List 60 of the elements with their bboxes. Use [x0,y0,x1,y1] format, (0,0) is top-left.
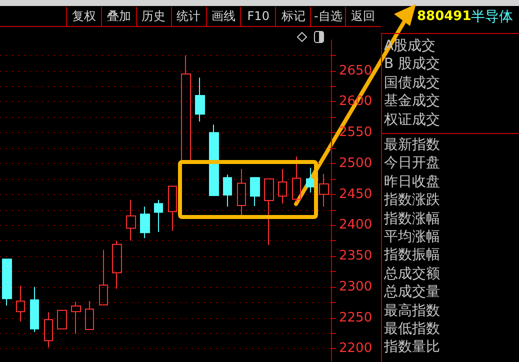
y-tick-label: 2500 [339,156,372,171]
candlestick [85,300,94,330]
text: 总成交额 [384,264,440,283]
text: 指数涨跌 [384,191,440,210]
text: 基金成交 [384,92,440,110]
candlestick [168,186,177,232]
text: 总成交量 [384,283,440,302]
candlestick [30,286,39,332]
text: 今日开盘 [384,154,440,172]
y-tick-label: 2400 [339,218,372,233]
candlestick [319,173,329,208]
text: 平均涨幅 [384,228,440,246]
text: 半导体 [471,8,513,26]
y-tick-label: 2550 [339,125,372,140]
text: 指数量比 [384,338,440,356]
candlestick [57,310,67,330]
text: 返回 [345,7,380,26]
candlestick [250,177,260,207]
candlestick [2,258,12,306]
candlestick [306,167,315,193]
candlestick [99,249,108,306]
text: 最低指数 [384,320,440,338]
text: 标记 [275,7,310,26]
text: 指数涨幅 [384,210,440,228]
text: -自选 [310,7,346,26]
text: 最高指数 [384,302,440,320]
y-tick-label: 2300 [339,279,372,294]
text: 叠加 [100,7,136,26]
y-tick-label: 2350 [339,248,372,264]
text: 880491 [417,9,472,24]
y-tick-label: 2450 [339,186,372,202]
text: 指数振幅 [384,246,440,264]
candlestick [181,54,191,162]
candlestick [16,285,25,322]
text: 最新指数 [384,136,440,154]
text: 昨日收盘 [384,172,440,191]
candlestick [140,206,150,239]
y-tick-label: 2650 [339,63,372,78]
candlestick [195,77,205,122]
candlestick [112,240,122,290]
candlestick [154,199,163,232]
y-tick-label: 2200 [339,341,372,356]
text: 权证成交 [384,110,440,129]
text: 国债成交 [384,74,440,92]
text: B 股成交 [384,55,440,74]
text: 历史 [136,7,171,26]
candlestick [44,312,53,348]
candlestick [209,124,219,197]
y-tick-label: 2250 [339,310,372,326]
candlestick [264,178,274,246]
text: 画线 [206,7,240,26]
text: F10 [240,7,276,26]
text: 统计 [170,7,206,26]
text: 复权 [66,7,101,26]
candlestick [126,199,136,242]
candlestick [278,168,287,204]
candlestick [71,301,81,334]
candlestick [223,174,232,208]
candlestick [292,156,301,202]
candlestick [237,168,246,216]
